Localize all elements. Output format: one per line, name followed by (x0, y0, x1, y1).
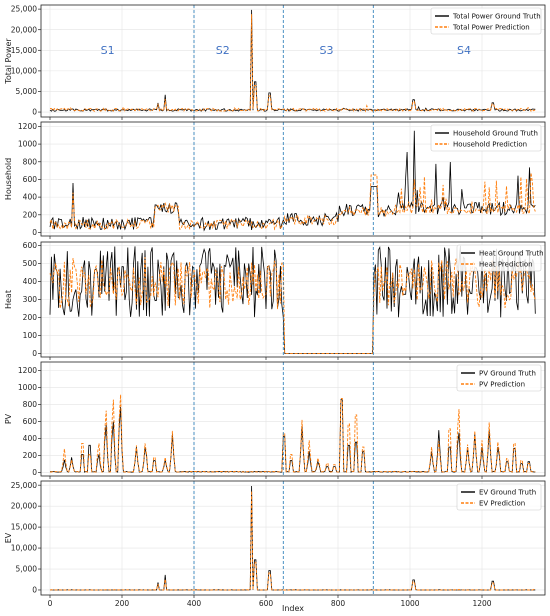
legend-label: Total Power Prediction (452, 23, 530, 31)
y-tick-label: 400 (23, 434, 38, 443)
legend-label: Household Ground Truth (453, 129, 538, 137)
y-tick-label: 25,000 (11, 481, 37, 490)
y-tick-label: 20,000 (11, 502, 37, 511)
legend-box (430, 124, 542, 152)
y-tick-label: 0 (32, 586, 37, 595)
panel-frame (40, 121, 546, 237)
y-tick-label: 10,000 (11, 66, 37, 75)
y-tick-label: 800 (23, 157, 38, 166)
panel-4: 0 200 400 600 800 1000 1200 PV PV Ground Truth PV… (4, 361, 546, 479)
y-tick-label: 1200 (18, 122, 37, 131)
panel-3: 0 100 200 300 400 500 600 Heat Heat Ground Truth… (4, 241, 546, 360)
y-tick-label: 200 (23, 313, 38, 322)
x-tick-label: 200 (115, 599, 130, 608)
y-axis-label: Household (4, 158, 13, 200)
y-tick-label: 800 (23, 400, 38, 409)
panel-5: 0 5,000 10,000 15,000 20,000 25,000 EV EV Groun… (4, 480, 546, 598)
panel-2: 0 200 400 600 800 1000 1200 Household Household … (4, 121, 546, 239)
y-tick-label: 15,000 (11, 523, 37, 532)
y-tick-label: 15,000 (11, 46, 37, 55)
legend-label: Heat Prediction (479, 260, 533, 268)
y-tick-label: 600 (23, 417, 38, 426)
series-line-prediction (50, 14, 536, 113)
y-tick-label: 0 (32, 349, 37, 358)
y-axis-label: PV (4, 413, 13, 424)
y-tick-label: 600 (23, 175, 38, 184)
y-tick-label: 300 (23, 295, 38, 304)
y-tick-label: 20,000 (11, 25, 37, 34)
legend-label: Total Power Ground Truth (452, 12, 541, 20)
y-tick-label: 0 (32, 228, 37, 237)
legend-box (430, 7, 542, 35)
x-tick-label: 400 (187, 599, 202, 608)
x-tick-label: 600 (259, 599, 274, 608)
panel-frame (40, 361, 546, 477)
y-tick-label: 400 (23, 277, 38, 286)
legend-box (456, 244, 542, 272)
y-tick-label: 0 (32, 468, 37, 477)
x-tick-label: 800 (331, 599, 346, 608)
legend-box (456, 483, 542, 511)
y-tick-label: 1000 (18, 383, 37, 392)
legend-label: Heat Ground Truth (479, 249, 544, 257)
legend-label: EV Prediction (479, 499, 525, 507)
y-tick-label: 200 (23, 451, 38, 460)
y-tick-label: 400 (23, 193, 38, 202)
series-line-prediction (49, 491, 536, 591)
panel-1: 0 5,000 10,000 15,000 20,000 25,000 Total Powe… (4, 4, 546, 120)
y-axis-label: EV (4, 532, 13, 543)
panel-frame (40, 480, 546, 596)
y-axis-label: Total Power (4, 38, 13, 85)
legend-label: Household Prediction (453, 140, 527, 148)
x-axis-label: Index (282, 604, 304, 613)
series-line-prediction (50, 394, 536, 473)
y-tick-label: 25,000 (11, 5, 37, 14)
series-line-prediction (49, 172, 536, 231)
y-tick-label: 1200 (18, 366, 37, 375)
y-tick-label: 600 (23, 241, 38, 250)
x-tick-label: 0 (48, 599, 53, 608)
panel-frame (40, 4, 546, 118)
series-line-ground-truth (49, 399, 536, 473)
y-tick-label: 0 (32, 108, 37, 117)
y-tick-label: 200 (23, 210, 38, 219)
legend-label: EV Ground Truth (479, 488, 536, 496)
y-tick-label: 5,000 (16, 87, 38, 96)
x-tick-label: 1200 (472, 599, 491, 608)
legend-label: PV Prediction (479, 380, 525, 388)
series-line-prediction (49, 257, 536, 354)
y-tick-label: 500 (23, 259, 38, 268)
y-tick-label: 1000 (18, 140, 37, 149)
y-tick-label: 100 (23, 331, 38, 340)
y-tick-label: 5,000 (16, 565, 38, 574)
legend-box (456, 364, 542, 392)
legend-label: PV Ground Truth (479, 369, 536, 377)
y-axis-label: Heat (4, 290, 13, 309)
x-tick-label: 1000 (400, 599, 419, 608)
y-tick-label: 10,000 (11, 544, 37, 553)
